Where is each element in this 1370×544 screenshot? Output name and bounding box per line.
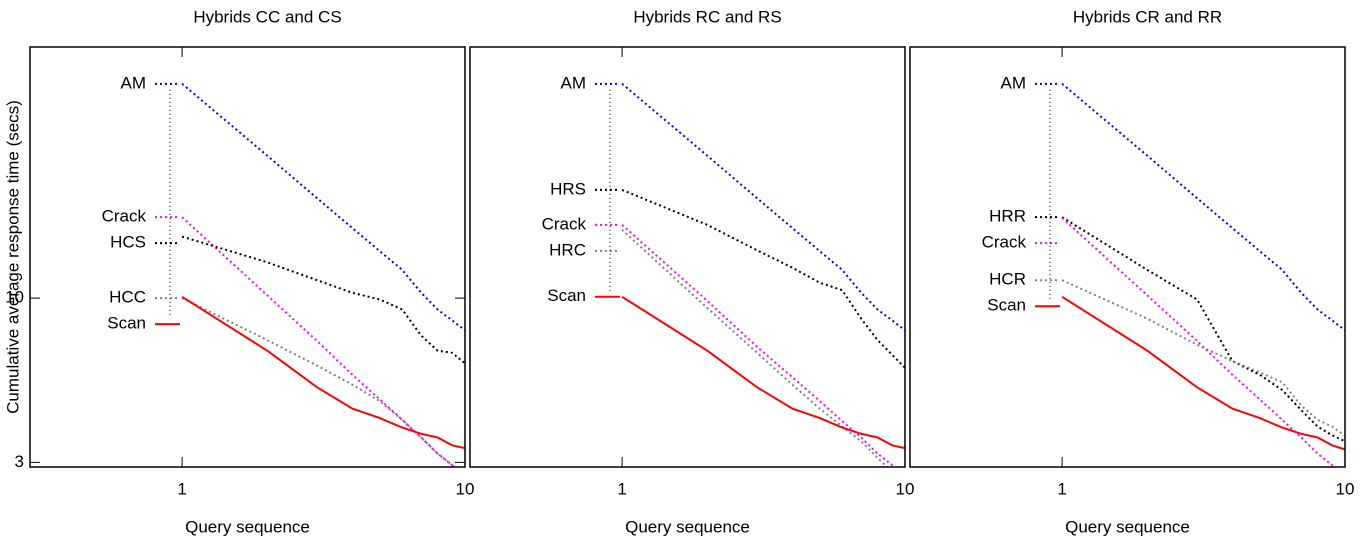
series-line [621,224,897,467]
legend-label: HRR [989,207,1026,226]
legend-label: HCR [989,270,1026,289]
series-line [1061,295,1345,451]
series-line [181,83,465,332]
series-line [181,235,465,365]
legend-label: Crack [982,233,1027,252]
x-tick-label: 1 [177,479,186,498]
x-axis-label: Query sequence [625,517,750,536]
legend-label: Crack [102,207,147,226]
series-line [621,83,905,332]
plot-frame [909,46,1346,468]
series-line [181,295,465,450]
legend-label: AM [561,73,587,92]
series-line [621,295,905,450]
x-tick-label: 1 [617,479,626,498]
legend-label: Crack [542,214,587,233]
chart-title: Hybrids RC and RS [633,7,781,26]
x-tick-label: 1 [1057,479,1066,498]
y-tick-label: 10 [5,288,24,307]
plot-frame [469,46,906,468]
legend-label: Scan [987,296,1026,315]
series-line [621,229,889,467]
series-line [1061,216,1345,443]
panel: Hybrids CR and RR Query sequence 1 10 AM HRR C… [909,7,1355,536]
legend-label: HRC [549,240,586,259]
series-line [1061,83,1345,332]
series-line [1061,279,1345,437]
legend-label: HCS [110,233,146,252]
legend-label: Scan [107,314,146,333]
legend-label: HRS [550,179,586,198]
x-axis-label: Query sequence [1065,517,1190,536]
legend-label: AM [121,73,147,92]
panel: Hybrids RC and RS Query sequence 1 10 AM HRS C… [469,7,915,536]
y-axis-label: Cumulative average response time (secs) [3,100,22,414]
y-tick-label: 3 [15,452,24,471]
series-line [1061,217,1337,467]
legend-label: Scan [547,286,586,305]
legend-label: HCC [109,288,146,307]
plot-frame [29,46,466,468]
x-tick-label: 10 [1336,479,1355,498]
x-tick-label: 10 [456,479,475,498]
legend-label: AM [1001,73,1027,92]
panel: Hybrids CC and CS Query sequence Cumulativ… [3,7,474,536]
series-line [621,188,905,369]
series-line [181,297,457,467]
x-tick-label: 10 [896,479,915,498]
series-line [181,216,457,467]
x-axis-label: Query sequence [185,517,310,536]
chart-title: Hybrids CC and CS [193,7,341,26]
chart-title: Hybrids CR and RR [1073,7,1222,26]
